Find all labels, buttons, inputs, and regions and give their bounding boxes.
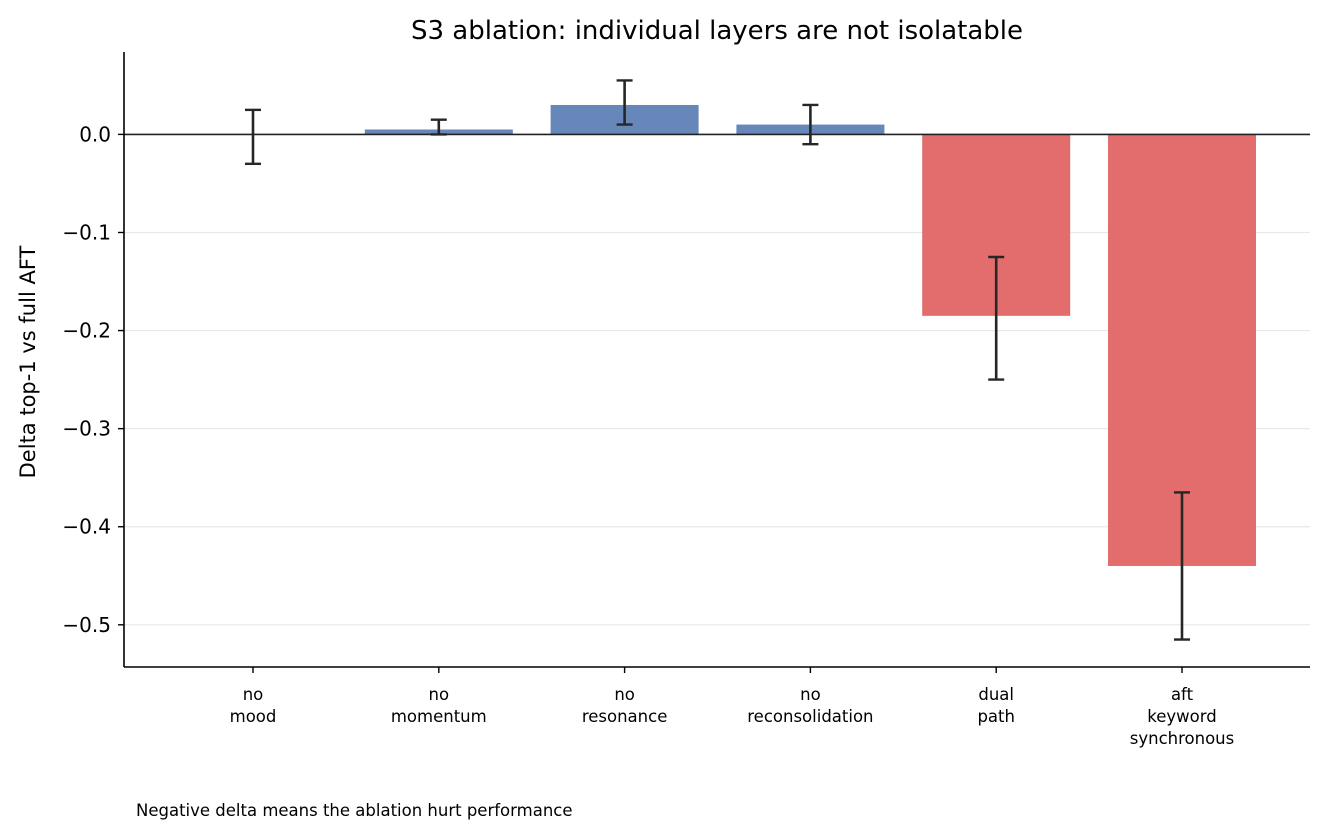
- bars: [364, 104, 1256, 566]
- axes: [123, 52, 1310, 668]
- error-bar: [616, 79, 633, 126]
- x-tick-label-line: aft: [1171, 685, 1194, 704]
- x-ticks: no mood no momentum no resonance no reconsolida…: [230, 667, 1234, 748]
- x-tick-label-line: keyword: [1147, 707, 1216, 726]
- x-tick-label-line: path: [977, 707, 1015, 726]
- x-tick-label-line: no: [800, 685, 821, 704]
- x-tick-label: no reconsolidation: [747, 685, 873, 726]
- y-tick-label: −0.5: [62, 613, 111, 637]
- x-tick-label-line: no: [243, 685, 264, 704]
- chart-annotation: Negative delta means the ablation hurt p…: [136, 801, 573, 820]
- y-axis-label: Delta top-1 vs full AFT: [16, 245, 40, 478]
- x-tick-label: no mood: [230, 685, 277, 726]
- chart-title: S3 ablation: individual layers are not i…: [411, 16, 1023, 46]
- y-tick-label: −0.1: [62, 220, 111, 244]
- x-tick-label: no resonance: [582, 685, 668, 726]
- x-tick-label: aft keyword synchronous: [1130, 685, 1234, 748]
- x-tick-label: no momentum: [391, 685, 487, 726]
- error-bars: [245, 79, 1190, 641]
- x-tick-label-line: reconsolidation: [747, 707, 873, 726]
- x-tick-label-line: mood: [230, 707, 277, 726]
- error-bar: [802, 103, 819, 146]
- x-tick-label: dual path: [977, 685, 1015, 726]
- x-tick-label-line: no: [614, 685, 635, 704]
- x-tick-label-line: resonance: [582, 707, 668, 726]
- y-tick-label: −0.4: [62, 515, 111, 539]
- x-tick-label-line: no: [429, 685, 450, 704]
- y-tick-label: 0.0: [79, 122, 111, 146]
- error-bar: [245, 108, 261, 166]
- error-bar: [1174, 491, 1190, 641]
- y-ticks: 0.0 −0.1 −0.2 −0.3 −0.4 −0.5: [62, 122, 124, 637]
- y-tick-label: −0.2: [62, 319, 111, 343]
- error-bar: [988, 255, 1005, 381]
- x-tick-label-line: dual: [978, 685, 1014, 704]
- error-bar: [430, 118, 447, 136]
- x-tick-label-line: synchronous: [1130, 729, 1234, 748]
- y-tick-label: −0.3: [62, 417, 111, 441]
- x-tick-label-line: momentum: [391, 707, 487, 726]
